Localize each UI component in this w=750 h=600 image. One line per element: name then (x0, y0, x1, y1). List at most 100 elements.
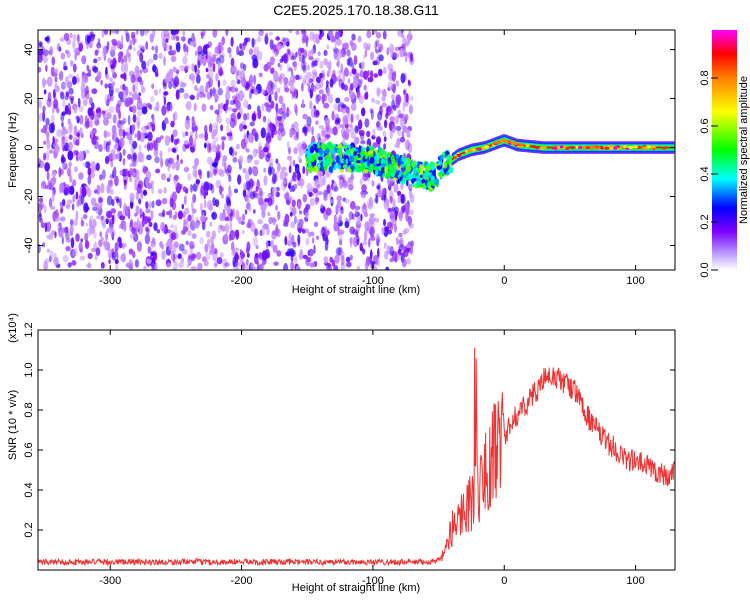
spectrogram-cell (355, 113, 360, 121)
spectrogram-cell (138, 44, 143, 49)
spectrogram-cell (426, 165, 432, 171)
spectrogram-cell (67, 150, 74, 161)
spectrogram-cell (413, 169, 417, 175)
spectrogram-cell (323, 102, 330, 109)
spectrogram-cell (384, 166, 389, 174)
spectrogram-cell (329, 78, 334, 88)
spectrogram-cell (208, 68, 214, 80)
spectrogram-cell (89, 97, 93, 106)
spectrogram-cell (186, 45, 189, 54)
spectrogram-cell (42, 242, 45, 248)
spectrogram-cell (235, 143, 240, 150)
spectrogram-cell (293, 183, 298, 190)
spectrogram-cell (577, 145, 583, 150)
spectrogram-cell (382, 88, 387, 98)
spectrogram-cell (400, 193, 405, 204)
spectrogram-cell (152, 117, 155, 125)
spectrogram-cell (406, 206, 410, 216)
spectrogram-cell (258, 31, 263, 36)
spectrogram-cell (168, 245, 173, 251)
spectrogram-cell (372, 142, 378, 147)
spectrogram-cell (56, 107, 60, 114)
snr-y-tick-label: 0.2 (23, 522, 35, 537)
spectrogram-cell (369, 235, 376, 241)
spectrogram-cell (246, 112, 250, 121)
spectrogram-cell (38, 41, 43, 48)
spectrogram-cell (239, 72, 242, 80)
spectrogram-cell (221, 36, 225, 46)
spectrogram-cell (390, 171, 395, 177)
spectrogram-cell (311, 126, 314, 136)
spectrogram-cell (244, 37, 248, 44)
spectrogram-cell (269, 125, 275, 131)
spectrogram-cell (387, 157, 392, 163)
spectrogram-cell (334, 40, 337, 49)
spectrogram-cell (201, 221, 206, 231)
spectrogram-cell (172, 80, 178, 89)
spectrogram-cell (201, 209, 207, 218)
spectrogram-cell (287, 109, 292, 116)
spectrogram-cell (135, 191, 140, 200)
spectrogram-cell (375, 121, 381, 128)
spectrogram-cell (54, 68, 59, 74)
spectrogram-cell (381, 150, 387, 154)
snr-x-axis: -300 -200 -100 0 100 (99, 330, 645, 587)
spectrogram-cell (44, 162, 50, 172)
spectrogram-cell (268, 216, 274, 225)
spectrogram-cell (295, 105, 298, 116)
spectrogram-cell (232, 156, 238, 163)
spectrogram-cell (80, 194, 85, 205)
spectrogram-cell (361, 203, 368, 214)
spectrogram-cell (105, 218, 109, 225)
spectrogram-cell (258, 196, 264, 206)
colorbar-tick-label: 0.8 (699, 70, 711, 85)
spectrogram-cell (151, 83, 155, 90)
spectrogram-cell (231, 250, 236, 257)
spectrogram-cell (143, 265, 147, 270)
spectrogram-cell (206, 51, 212, 58)
spectrogram-cell (374, 169, 379, 176)
spectrogram-cell (333, 214, 337, 224)
spectrogram-cell (395, 236, 399, 246)
spectrogram-cell (170, 134, 174, 143)
spectrogram-cell (82, 214, 88, 220)
spectrogram-cell (344, 97, 350, 102)
spectrogram-cell (359, 177, 363, 186)
spectrogram-cell (393, 116, 396, 125)
spectrogram-cell (45, 117, 50, 126)
spectrogram-cell (195, 251, 202, 260)
spectrogram-cell (339, 174, 346, 180)
spectrogram-cell (138, 198, 142, 205)
spectrogram-cell (364, 261, 369, 270)
spectrogram-cell (327, 93, 334, 104)
spectrogram-cell (193, 102, 197, 112)
spectrogram-cell (376, 233, 380, 239)
spectrogram-cell (394, 46, 400, 52)
spectrogram-cell (234, 87, 239, 93)
spectrogram-cell (150, 251, 155, 256)
spectrogram-cell (132, 34, 136, 46)
spectrogram-cell (162, 209, 166, 218)
spectrogram-cell (42, 55, 48, 64)
spectrogram-cell (275, 106, 279, 118)
snr-y-axis: 0.2 0.4 0.6 0.8 1.0 1.2 (23, 322, 675, 538)
spectrogram-cell (124, 62, 129, 73)
spectrogram-cell (105, 73, 110, 80)
snr-y-tick-label: 0.8 (23, 402, 35, 417)
spectrogram-cell (142, 189, 148, 196)
spectrogram-cell (78, 150, 85, 162)
spectrogram-cell (380, 125, 383, 131)
spectrogram-cell (163, 56, 166, 66)
spectrogram-cell (266, 126, 270, 133)
spectrogram-cell (173, 30, 180, 35)
spectrogram-cell (72, 149, 76, 157)
spectrogram-cell (391, 123, 396, 134)
spectrogram-cell (276, 250, 282, 257)
spectrogram-cell (436, 165, 442, 170)
spectrogram-cell (343, 84, 348, 92)
spectrogram-cell (305, 150, 311, 155)
spectrogram-cell (212, 87, 216, 97)
spectrogram-cell (170, 55, 177, 63)
snr-y-multiplier: (x10⁴) (7, 313, 19, 343)
spectrogram-y-tick-label: -40 (23, 238, 35, 254)
